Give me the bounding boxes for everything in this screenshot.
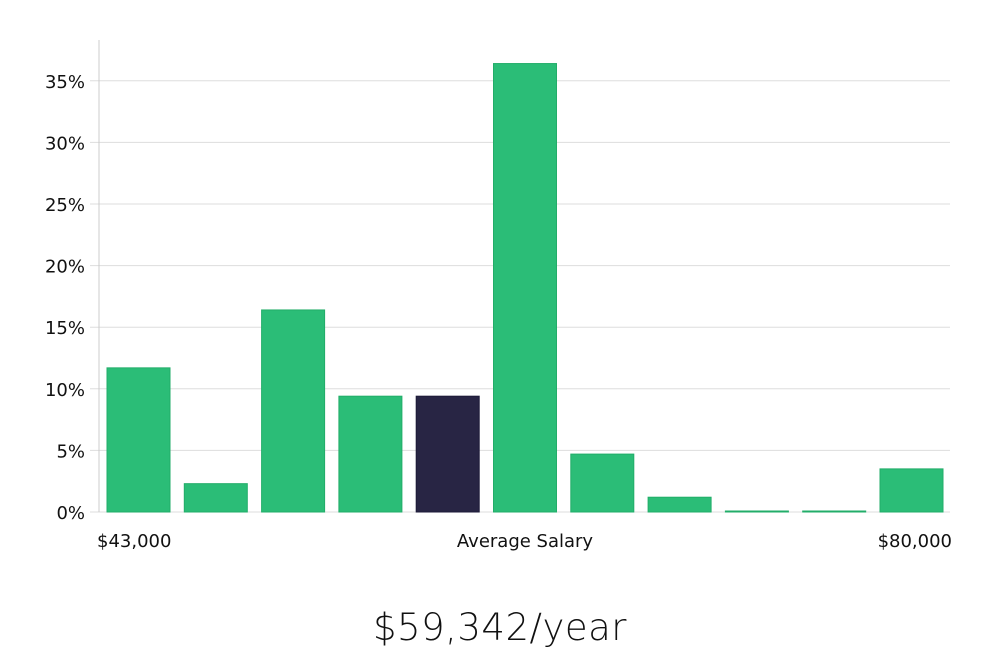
salary-bar <box>647 496 712 513</box>
salary-bar <box>338 395 403 513</box>
bars <box>106 63 944 513</box>
y-tick-label: 15% <box>45 318 85 339</box>
x-label-min: $43,000 <box>97 531 171 552</box>
x-label-max: $80,000 <box>878 531 952 552</box>
salary-bar <box>570 453 635 513</box>
salary-bar <box>724 510 789 513</box>
y-tick-label: 25% <box>45 195 85 216</box>
salary-bar <box>261 309 326 513</box>
x-label-average: Average Salary <box>457 531 594 552</box>
salary-bar <box>879 468 944 513</box>
y-tick-label: 20% <box>45 257 85 278</box>
salary-bar <box>802 510 867 513</box>
y-tick-label: 30% <box>45 133 85 154</box>
salary-bar <box>106 367 171 513</box>
salary-bar <box>493 63 557 513</box>
y-tick-label: 5% <box>56 441 85 462</box>
y-tick-labels: 0% 5% 10% 15% 20% 25% 30% 35% <box>45 72 85 524</box>
y-tick-label: 10% <box>45 380 85 401</box>
salary-distribution-chart: 0% 5% 10% 15% 20% 25% 30% 35% $43,000 Average S… <box>45 40 952 552</box>
bar-average-salary <box>415 395 480 513</box>
y-tick-label: 0% <box>56 503 85 524</box>
y-tick-label: 35% <box>45 72 85 93</box>
average-salary-value: $59,342/year <box>372 606 627 649</box>
salary-bar <box>183 483 248 513</box>
